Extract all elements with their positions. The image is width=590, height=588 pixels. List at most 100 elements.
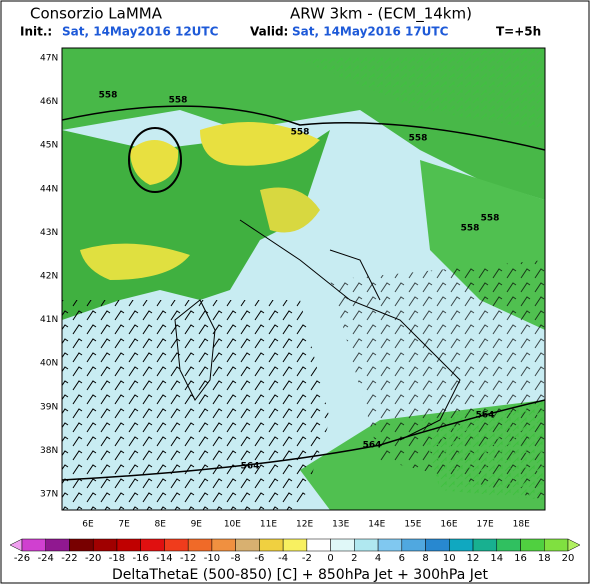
colorbar-cell: [354, 538, 379, 552]
colorbar-cell: [92, 538, 118, 552]
contour-564: [62, 399, 545, 481]
colorbar-cell: [425, 538, 450, 552]
footer-title: DeltaThetaE (500-850) [C] + 850hPa Jet +…: [112, 567, 488, 583]
lon-label: 15E: [404, 520, 421, 530]
colorbar-label: -4: [278, 553, 288, 564]
lon-label: 11E: [260, 520, 277, 530]
colorbar-label: -8: [231, 553, 241, 564]
colorbar-label: 16: [514, 553, 527, 564]
valid-time: Sat, 14May2016 17UTC: [292, 25, 449, 39]
colorbar-label: -24: [38, 553, 54, 564]
contour-label: 558: [481, 214, 500, 224]
title: Consorzio LaMMA: [30, 5, 163, 23]
lat-label: 44N: [40, 184, 58, 194]
colorbar-label: -26: [14, 553, 30, 564]
field-yellow-tuscany: [260, 187, 320, 233]
colorbar-cell: [306, 538, 331, 552]
contour-label: 564: [476, 411, 495, 421]
contour-label: 558: [99, 91, 118, 101]
colorbar-label: 18: [538, 553, 551, 564]
colorbar-cell: [164, 538, 189, 552]
lat-label: 39N: [40, 402, 58, 412]
lat-label: 45N: [40, 141, 58, 151]
colorbar-cell: [187, 538, 213, 552]
lon-label: 9E: [191, 520, 203, 530]
colorbar-label: -2: [302, 553, 312, 564]
lon-label: 7E: [118, 520, 130, 530]
contour-label: 558: [169, 96, 188, 106]
colorbar-cell: [544, 538, 569, 552]
colorbar-cell: [69, 538, 94, 552]
lead-time: T=+5h: [496, 25, 541, 39]
colorbar-cell: [449, 538, 474, 552]
colorbar-label: -10: [204, 553, 220, 564]
colorbar-cell: [259, 538, 284, 552]
colorbar-label: -22: [61, 553, 77, 564]
colorbar-label: -18: [109, 553, 125, 564]
colorbar-cell: [282, 538, 308, 552]
colorbar-label: 6: [399, 553, 405, 564]
lon-label: 6E: [82, 520, 94, 530]
contour-label: 564: [241, 462, 260, 472]
coastline-sardinia: [174, 299, 216, 401]
colorbar-cell: [401, 538, 426, 552]
jet-arrows-south: [420, 400, 545, 500]
lat-label: 43N: [40, 228, 58, 238]
model: ARW 3km - (ECM_14km): [290, 5, 472, 24]
contour-label: 564: [363, 441, 382, 451]
colorbar-label: 0: [327, 553, 333, 564]
field-yellow-alps: [130, 140, 179, 185]
contour-label: 558: [461, 224, 480, 234]
colorbar-cell: [330, 538, 355, 552]
lat-label: 47N: [40, 54, 58, 64]
map-field: [62, 48, 545, 510]
colorbar-label: -12: [180, 553, 196, 564]
colorbar-label: 14: [490, 553, 503, 564]
colorbar-label: 20: [562, 553, 575, 564]
field-yellow-corsica: [80, 243, 190, 280]
colorbar-label: 8: [422, 553, 428, 564]
lon-label: 8E: [154, 520, 166, 530]
lon-label: 14E: [368, 520, 385, 530]
map-border: [61, 47, 546, 511]
contour-label: 558: [409, 134, 428, 144]
colorbar-label: -16: [133, 553, 149, 564]
colorbar-cell: [140, 538, 165, 552]
colorbar-cell: [496, 538, 521, 552]
lon-label: 16E: [440, 520, 457, 530]
colorbar-label: -20: [85, 553, 101, 564]
colorbar-label: 10: [443, 553, 456, 564]
colorbar-label: 4: [375, 553, 381, 564]
contour-label: 558: [291, 128, 310, 138]
wind-barbs: [62, 300, 330, 510]
lon-label: 10E: [224, 520, 241, 530]
init-time: Sat, 14May2016 12UTC: [62, 25, 219, 39]
colorbar-cell: [21, 538, 46, 552]
colorbar-label: 2: [351, 553, 357, 564]
colorbar-end: [567, 538, 581, 552]
init-label: Init.:: [20, 25, 52, 39]
colorbar-cell: [211, 538, 236, 552]
lon-label: 17E: [477, 520, 494, 530]
colorbar-label: -14: [156, 553, 172, 564]
lat-label: 37N: [40, 490, 58, 500]
lat-label: 46N: [40, 97, 58, 107]
colorbar-cell: [377, 538, 403, 552]
lon-label: 12E: [296, 520, 313, 530]
lon-label: 18E: [513, 520, 530, 530]
jet-arrows: [300, 48, 545, 130]
colorbar-cell: [520, 538, 545, 552]
lon-label: 13E: [332, 520, 349, 530]
lat-label: 38N: [40, 446, 58, 456]
colorbar-cell: [235, 538, 260, 552]
contour-558: [62, 105, 545, 151]
colorbar-cell: [116, 538, 141, 552]
highlight-circle: [128, 127, 182, 193]
field-yellow-po: [200, 122, 320, 166]
colorbar-cell: [472, 538, 498, 552]
lat-label: 41N: [40, 315, 58, 325]
colorbar-label: -6: [254, 553, 264, 564]
lat-label: 42N: [40, 272, 58, 282]
